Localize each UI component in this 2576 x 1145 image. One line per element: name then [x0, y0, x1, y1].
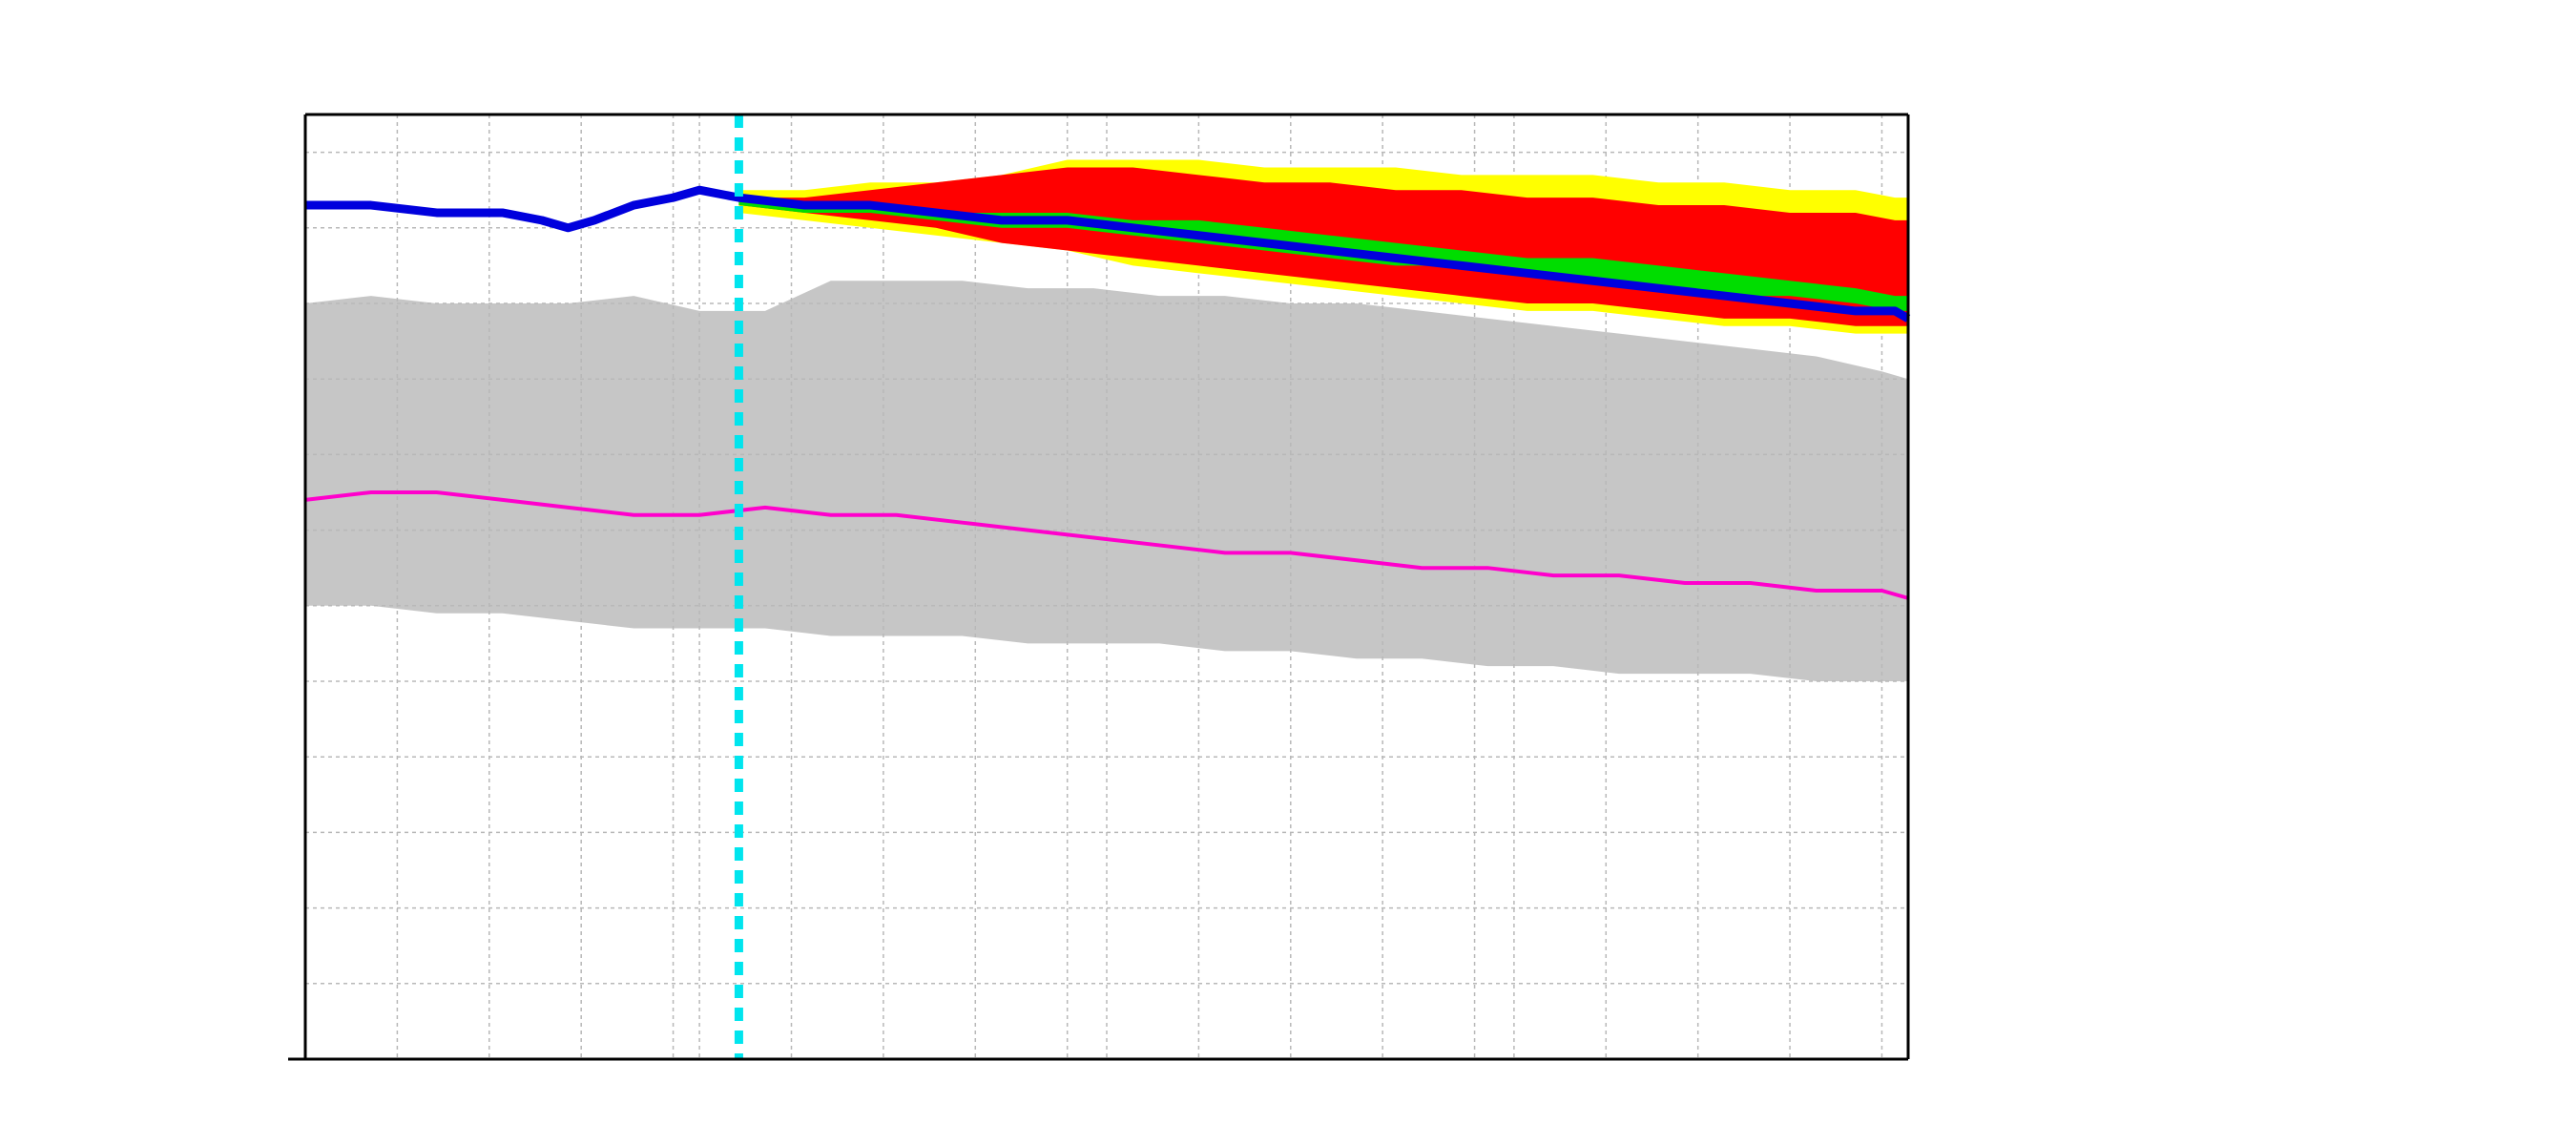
chart-container — [0, 0, 2576, 1145]
chart-svg — [0, 0, 2576, 1145]
